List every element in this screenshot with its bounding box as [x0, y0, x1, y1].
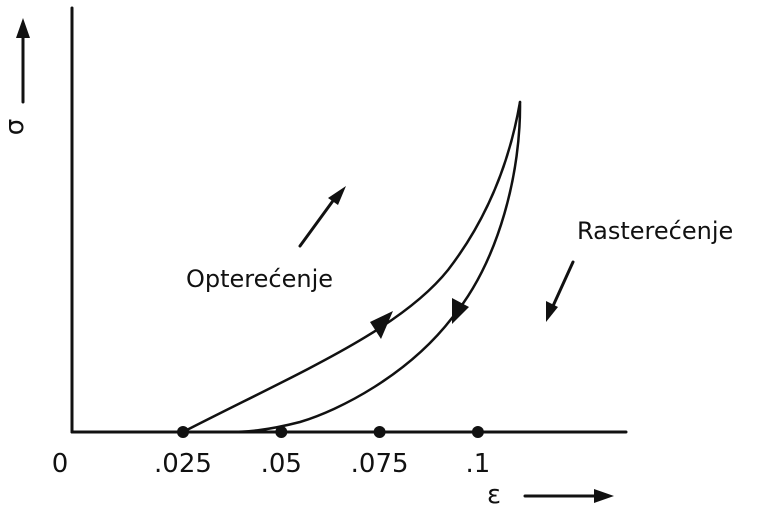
x-tick-label: .075 [351, 449, 409, 479]
x-axis-label: ε [487, 480, 501, 506]
x-tick-dot [471, 426, 484, 438]
x-tick-dot [373, 426, 386, 438]
loading-curve [181, 100, 522, 434]
loading-note-arrow-shaft [298, 196, 337, 248]
unloading-note-arrow-head [546, 301, 558, 322]
loading-note-arrow-head [328, 186, 346, 205]
x-axis-arrow-head [594, 489, 614, 503]
loading-note: Opterećenje [186, 265, 333, 293]
unloading-note-arrow-shaft [551, 260, 575, 308]
x-tick-label: .1 [465, 449, 490, 479]
x-ticks: .025 .05 .075 .1 [154, 426, 490, 479]
y-axis-arrow-head [16, 18, 30, 38]
unloading-curve [226, 100, 522, 434]
x-tick-label: .025 [154, 449, 212, 479]
unloading-direction-arrow [452, 298, 469, 324]
x-tick-dot [275, 426, 288, 438]
unloading-note: Rasterećenje [577, 217, 733, 245]
x-tick-label: .05 [261, 449, 302, 479]
loading-direction-arrow [370, 311, 393, 339]
origin-label: 0 [52, 449, 69, 479]
y-axis-label: σ [0, 119, 30, 135]
